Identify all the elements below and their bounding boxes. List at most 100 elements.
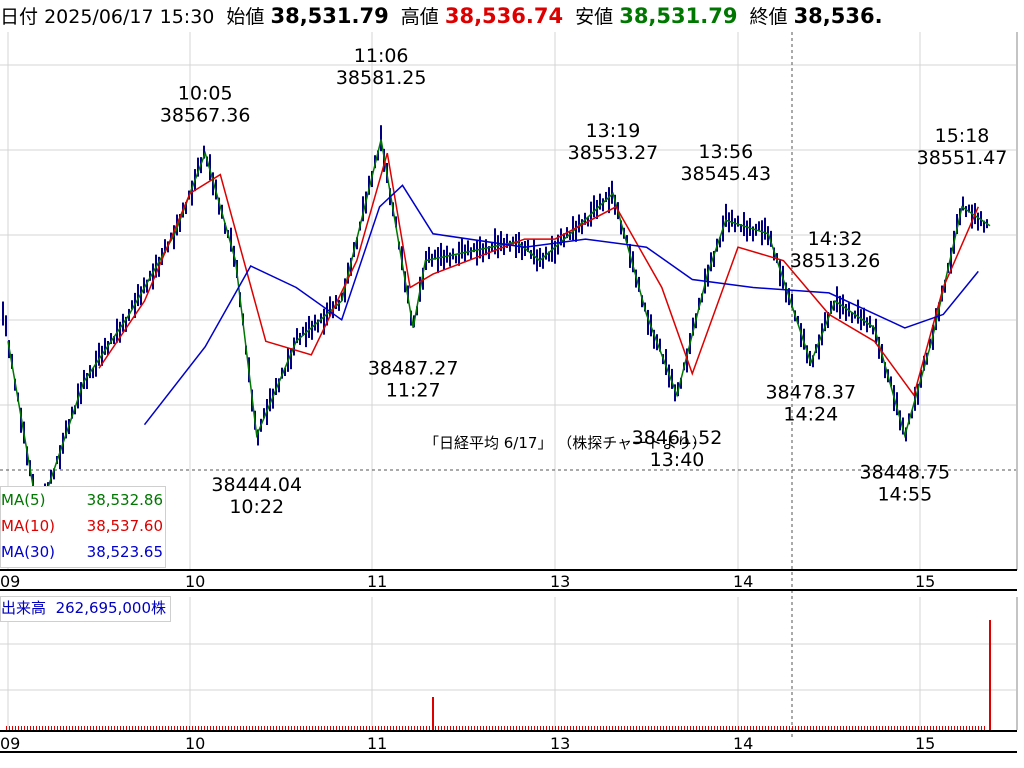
volume-bar <box>135 726 136 730</box>
ma-legend: MA(5) 38,532.86 MA(10) 38,537.60 MA(30) … <box>0 486 166 568</box>
ma5-line <box>7 139 991 517</box>
volume-bar <box>669 726 670 730</box>
volume-bar <box>228 726 229 730</box>
volume-bar <box>684 726 685 730</box>
volume-x-tick-label: 15 <box>915 734 935 753</box>
volume-bar <box>297 726 298 730</box>
volume-bar <box>264 726 265 730</box>
candle-bar <box>455 255 457 264</box>
low-label: 安値 <box>575 6 614 28</box>
candle-bar <box>851 312 853 324</box>
candle-bar <box>608 187 610 214</box>
candle-bar <box>59 445 61 470</box>
candle-bar <box>719 237 721 248</box>
volume-bar <box>384 726 385 730</box>
volume-bar <box>492 726 493 730</box>
volume-bar <box>951 726 952 730</box>
annotation-text: 14:55 <box>877 483 932 505</box>
volume-bar <box>708 726 709 730</box>
volume-bar <box>159 726 160 730</box>
volume-bar <box>945 726 946 730</box>
volume-bar <box>795 726 796 730</box>
annotation-text: 11:27 <box>386 380 441 402</box>
volume-bar <box>87 726 88 730</box>
candle-bar <box>758 221 760 231</box>
volume-bar <box>219 726 220 730</box>
candle-bar <box>983 220 985 233</box>
volume-bar <box>861 726 862 730</box>
volume-bar <box>435 726 436 730</box>
volume-bar <box>735 726 736 730</box>
volume-bar <box>342 726 343 730</box>
volume-bar <box>687 726 688 730</box>
volume-bar <box>885 726 886 730</box>
volume-bar <box>717 726 718 730</box>
candle-bar <box>380 125 382 152</box>
candle-bar <box>143 277 145 294</box>
volume-bar <box>726 726 727 730</box>
ma30-legend-row: MA(30) 38,523.65 <box>1 539 165 565</box>
volume-bar <box>216 726 217 730</box>
volume-bar <box>507 726 508 730</box>
volume-bar <box>36 726 37 730</box>
volume-bar <box>165 726 166 730</box>
candle-bar <box>224 222 226 234</box>
candle-bar <box>338 299 340 311</box>
volume-bar <box>738 726 739 730</box>
volume-bar <box>252 726 253 730</box>
volume-bar <box>186 726 187 730</box>
candle-bar <box>452 248 454 260</box>
volume-bar <box>768 726 769 730</box>
candle-bar <box>428 246 430 263</box>
volume-bar <box>780 726 781 730</box>
volume-bar <box>201 726 202 730</box>
volume-bar <box>339 726 340 730</box>
candle-bar <box>533 239 535 265</box>
candle-bar <box>26 446 28 466</box>
candle-bar <box>107 340 109 355</box>
volume-bar <box>207 726 208 730</box>
candle-bar <box>539 247 541 267</box>
candle-bar <box>842 294 844 315</box>
volume-bar <box>786 726 787 730</box>
volume-bar <box>984 726 985 730</box>
volume-bar <box>591 726 592 730</box>
volume-bar <box>600 726 601 730</box>
volume-bar <box>840 726 841 730</box>
volume-legend: 出来高 262,695,000株 <box>0 596 171 622</box>
volume-bar <box>816 726 817 730</box>
candle-bar <box>86 373 88 390</box>
volume-bar <box>375 726 376 730</box>
volume-bar <box>882 726 883 730</box>
candle-bar <box>860 309 862 331</box>
volume-bar <box>654 726 655 730</box>
candle-bar <box>92 368 94 379</box>
candle-bar <box>548 251 550 262</box>
volume-bar <box>756 726 757 730</box>
volume-bar <box>534 726 535 730</box>
volume-bar <box>639 726 640 730</box>
volume-bar <box>291 726 292 730</box>
candle-bar <box>116 318 118 343</box>
volume-bar <box>420 726 421 730</box>
volume-bar <box>468 726 469 730</box>
candle-bar <box>311 320 313 340</box>
open-value: 38,531.79 <box>270 4 389 28</box>
candle-bar <box>470 247 472 260</box>
candle-bar <box>449 252 451 267</box>
volume-bar <box>804 726 805 730</box>
volume-bar <box>477 726 478 730</box>
candle-bar <box>659 338 661 352</box>
volume-bar <box>798 726 799 730</box>
volume-bar <box>12 726 13 730</box>
annotation-text: 38478.37 <box>765 382 856 404</box>
volume-bar <box>225 726 226 730</box>
volume-bar <box>282 726 283 730</box>
candle-bar <box>296 328 298 344</box>
x-tick-label: 13 <box>550 572 570 591</box>
volume-bar <box>237 726 238 730</box>
volume-bar <box>954 726 955 730</box>
